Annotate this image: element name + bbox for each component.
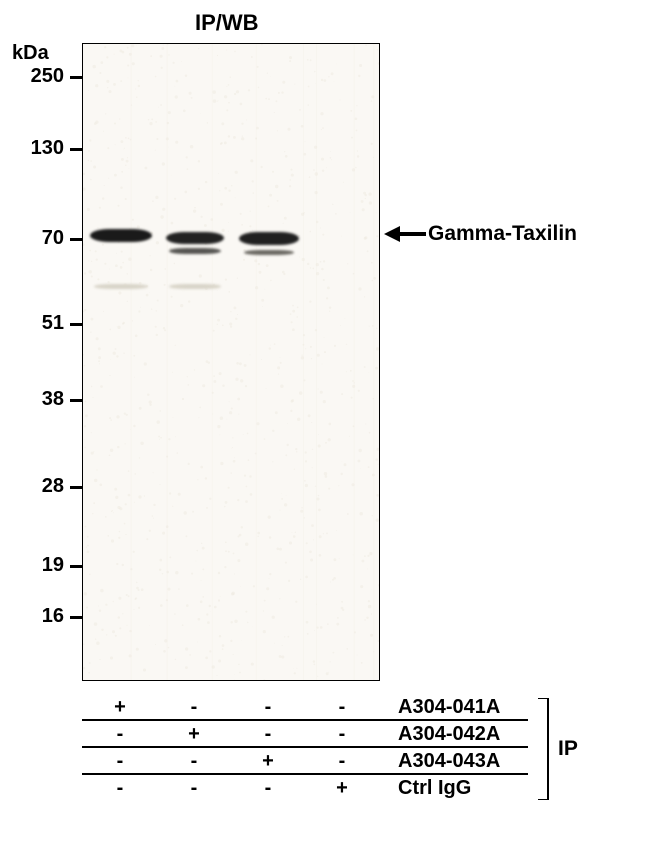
blot-membrane [82, 43, 380, 681]
lane-mark: - [182, 750, 206, 773]
lane-mark: - [182, 696, 206, 719]
faint-band [94, 284, 148, 289]
ipwb-figure: IP/WB kDa 250 130 70 51 38 28 19 16 Gamma-Taxil… [0, 0, 650, 852]
lane-mark: - [182, 777, 206, 800]
mw-label: 28 [12, 475, 64, 498]
arrow-left-icon [384, 220, 426, 248]
protein-band [169, 248, 221, 254]
mw-label: 250 [12, 65, 64, 88]
mw-tick [70, 238, 82, 241]
antibody-label: A304-041A [398, 696, 500, 719]
mw-tick [70, 616, 82, 619]
mw-label: 19 [12, 554, 64, 577]
mw-label: 51 [12, 312, 64, 335]
lane-mark: - [108, 723, 132, 746]
mw-tick [70, 148, 82, 151]
protein-band [90, 229, 152, 242]
mw-label: 70 [12, 227, 64, 250]
lane-mark: - [330, 696, 354, 719]
table-row-divider [82, 746, 528, 748]
lane-mark: - [108, 750, 132, 773]
faint-band [169, 284, 221, 289]
lane-mark: - [256, 777, 280, 800]
mw-tick [70, 565, 82, 568]
lane-mark: - [330, 723, 354, 746]
lane-mark: + [256, 750, 280, 773]
blot-background [83, 44, 380, 681]
lane-mark: - [108, 777, 132, 800]
mw-tick [70, 76, 82, 79]
table-row-divider [82, 719, 528, 721]
protein-band [166, 232, 224, 244]
ip-group-label: IP [558, 737, 578, 761]
mw-tick [70, 486, 82, 489]
table-row-divider [82, 773, 528, 775]
ip-bracket-icon [538, 698, 552, 800]
lane-mark: - [256, 723, 280, 746]
lane-mark: + [330, 777, 354, 800]
ip-antibody-table: + - - - A304-041A - + - - A304-042A - - + - A304-043A -… [0, 696, 650, 812]
figure-title: IP/WB [195, 10, 259, 36]
lane-mark: + [182, 723, 206, 746]
antibody-label: A304-042A [398, 723, 500, 746]
lane-mark: - [256, 696, 280, 719]
lane-mark: - [330, 750, 354, 773]
target-protein-label: Gamma-Taxilin [428, 222, 577, 246]
target-arrow-group: Gamma-Taxilin [384, 220, 577, 248]
protein-band [239, 232, 299, 245]
antibody-label: A304-043A [398, 750, 500, 773]
mw-tick [70, 399, 82, 402]
mw-label: 38 [12, 388, 64, 411]
kda-unit-label: kDa [12, 42, 49, 65]
protein-band [244, 250, 294, 255]
antibody-label: Ctrl IgG [398, 777, 471, 800]
mw-tick [70, 323, 82, 326]
mw-label: 16 [12, 605, 64, 628]
lane-mark: + [108, 696, 132, 719]
mw-label: 130 [12, 137, 64, 160]
